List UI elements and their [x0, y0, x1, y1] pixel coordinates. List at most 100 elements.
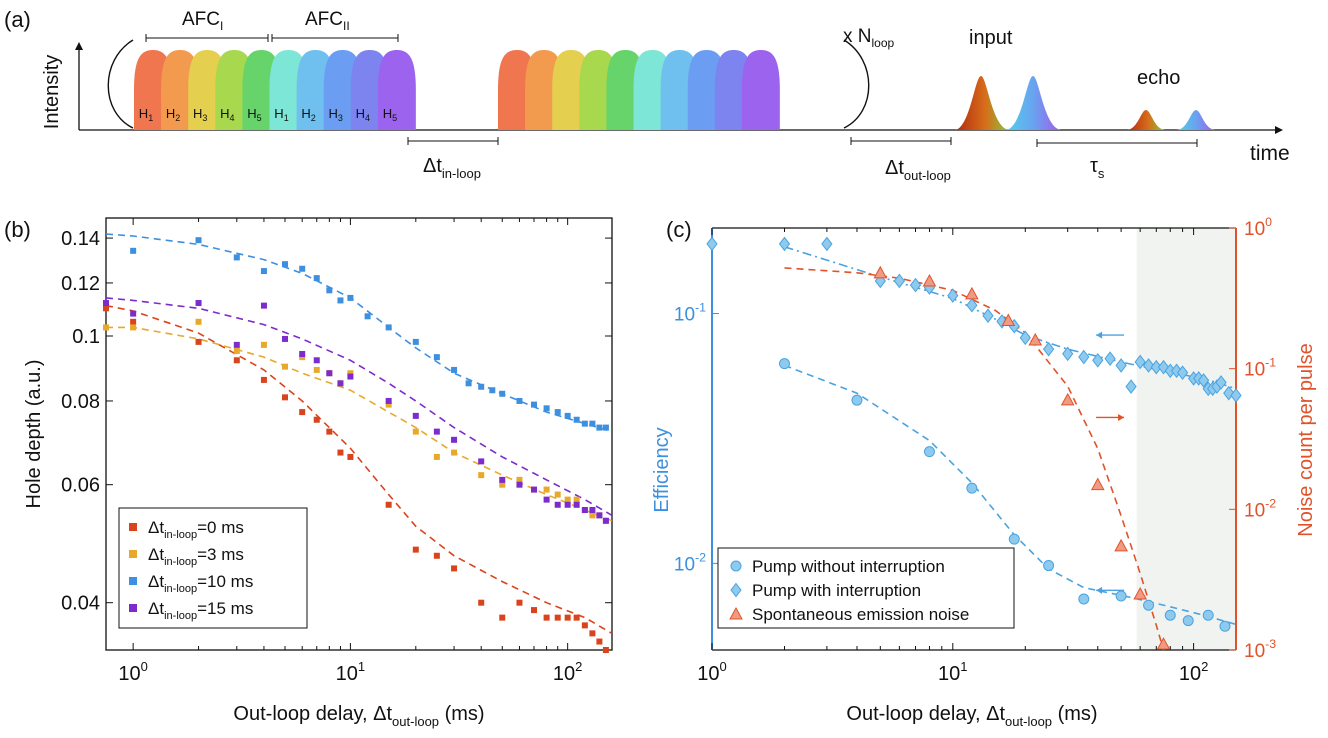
data-point: [589, 507, 596, 514]
y-tick-label: 0.12: [61, 273, 100, 295]
data-point: [982, 308, 994, 324]
plot-c-y2-axis-label: Noise count per pulse: [1295, 343, 1317, 536]
storage-time-marker: τs: [1036, 139, 1198, 181]
data-point: [531, 401, 538, 408]
y-tick-label: 10-2: [674, 550, 706, 575]
data-point: [299, 409, 306, 416]
legend-label: Pump without interruption: [752, 557, 945, 576]
data-point: [516, 397, 523, 404]
data-point: [1115, 358, 1127, 373]
hole-label-2: H2: [166, 106, 180, 123]
plot-c-legend: Pump without interruption Pump with inter…: [717, 547, 1015, 629]
data-point: [602, 647, 609, 653]
plot-c-y-axis-label: Efficiency: [651, 427, 673, 512]
data-point: [412, 546, 419, 553]
data-point: [412, 428, 419, 435]
data-point: [260, 302, 267, 309]
data-point: [478, 472, 485, 479]
data-point: [451, 436, 458, 443]
data-point: [516, 476, 523, 483]
hole-label-1: H1: [139, 106, 153, 123]
pump-pulse-10: [741, 50, 780, 130]
hole-label-3: H3: [193, 106, 207, 123]
panel-b-hole-depth-chart: (b) 100 101 102 0.04 0.06 0.08 0.1 0.12 0.14 Hol…: [4, 217, 613, 729]
y-tick-label: 0.04: [61, 593, 100, 615]
data-point: [1008, 533, 1020, 545]
data-point: [1104, 351, 1116, 366]
data-point: [478, 599, 485, 606]
data-point: [1215, 375, 1227, 390]
x-tick-label: 101: [336, 659, 365, 685]
data-point: [313, 416, 320, 423]
data-point: [554, 614, 561, 621]
data-point: [499, 481, 506, 488]
data-point: [966, 297, 978, 313]
data-point: [499, 614, 506, 621]
data-point: [543, 496, 550, 503]
data-point: [299, 351, 306, 358]
data-point: [564, 614, 571, 621]
legend-marker: [729, 606, 743, 620]
data-point: [478, 458, 485, 465]
plot-b-frame: [105, 217, 613, 651]
y2-tick-label: 100: [1244, 215, 1272, 240]
x-tick-label: 102: [553, 659, 582, 685]
data-point: [1092, 352, 1104, 368]
data-point: [281, 261, 288, 268]
loop-close-bracket: [843, 39, 870, 129]
data-point: [581, 622, 588, 629]
data-point: [554, 491, 561, 498]
plot-b-data-points: [103, 237, 609, 653]
data-point: [1143, 599, 1155, 611]
data-point: [103, 305, 109, 312]
loop-open-bracket: [107, 39, 134, 129]
echo-pulse-2: [1177, 110, 1215, 130]
data-point: [543, 486, 550, 493]
data-point: [516, 481, 523, 488]
data-point: [873, 265, 888, 279]
data-point: [531, 607, 538, 614]
data-point: [385, 401, 392, 408]
data-point: [1230, 388, 1242, 403]
time-axis-label: time: [1250, 142, 1290, 165]
data-point: [543, 614, 550, 621]
data-point: [778, 358, 790, 370]
data-point: [589, 512, 596, 519]
hole-label-4: H4: [220, 106, 234, 123]
data-point: [347, 370, 354, 377]
data-point: [589, 630, 596, 637]
data-point: [233, 357, 240, 364]
data-point: [893, 273, 906, 289]
hole-label-8: H3: [328, 106, 342, 123]
data-point: [1042, 341, 1055, 357]
svg-text:AFCII: AFCII: [305, 9, 350, 33]
data-point: [260, 341, 267, 348]
panel-c-efficiency-noise-chart: (c) 100 101 102 10-2 10-1 10-3 10-2 10-1 100 Eff…: [651, 215, 1317, 729]
data-point: [851, 394, 863, 406]
data-point: [412, 412, 419, 419]
data-point: [337, 380, 344, 387]
data-point: [385, 501, 392, 508]
data-point: [1156, 637, 1171, 650]
panel-b-label: (b): [4, 217, 31, 242]
legend-marker: [129, 523, 137, 531]
echo-label: echo: [1137, 67, 1180, 89]
legend-label: Δtin-loop=0 ms: [148, 518, 244, 541]
axis-arrowhead: [1096, 586, 1103, 594]
in-loop-delay-marker: Δtin-loop: [407, 137, 499, 181]
data-point: [581, 420, 588, 427]
data-point: [195, 300, 202, 307]
fit-curve-0: [105, 304, 613, 635]
legend-label: Pump with interruption: [752, 581, 921, 600]
data-point: [573, 501, 580, 508]
data-point: [451, 449, 458, 456]
data-point: [581, 507, 588, 514]
data-point: [573, 614, 580, 621]
data-point: [1060, 392, 1075, 406]
data-point: [337, 449, 344, 456]
input-pulse-2: [1006, 76, 1061, 130]
data-point: [564, 496, 571, 503]
time-axis-arrowhead: [1275, 126, 1283, 134]
intensity-axis-label: Intensity: [41, 55, 63, 129]
axis-arrowhead: [1118, 413, 1125, 421]
